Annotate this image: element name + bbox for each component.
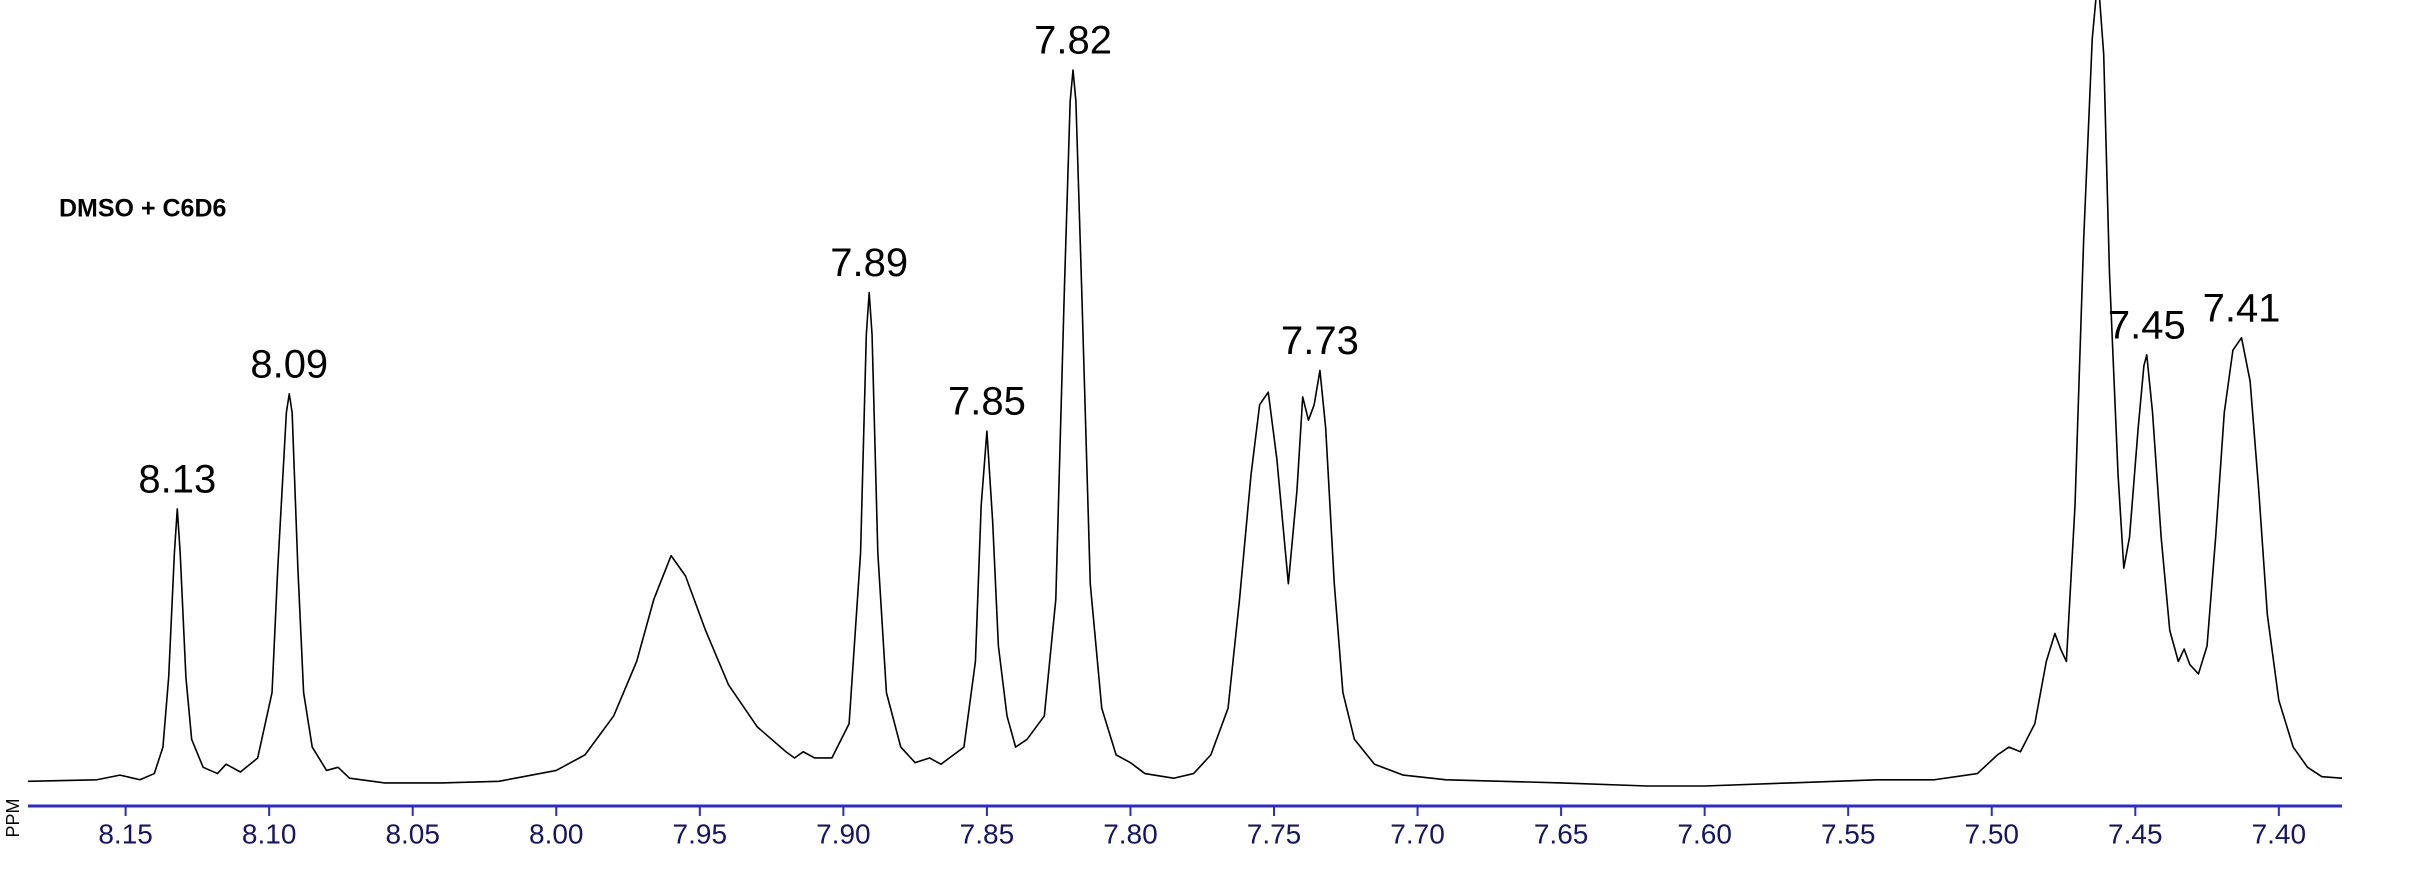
- peak-label: 7.89: [830, 241, 908, 285]
- x-tick-label: 7.95: [673, 818, 728, 849]
- peak-label: 8.09: [250, 342, 328, 386]
- peak-label: 7.45: [2108, 303, 2186, 347]
- x-tick-label: 7.50: [1964, 818, 2019, 849]
- x-tick-label: 8.00: [529, 818, 584, 849]
- x-tick-label: 7.70: [1390, 818, 1445, 849]
- x-tick-label: 8.15: [98, 818, 153, 849]
- peak-label: 7.82: [1034, 19, 1112, 63]
- x-tick-label: 7.55: [1821, 818, 1876, 849]
- x-tick-label: 8.10: [242, 818, 297, 849]
- peak-label: 7.73: [1281, 319, 1359, 363]
- peak-label: 7.41: [2203, 286, 2281, 330]
- peak-label: 7.85: [948, 380, 1026, 424]
- x-tick-label: 7.45: [2108, 818, 2163, 849]
- spectrum-group: [27, 0, 2343, 787]
- x-tick-label: 7.65: [1534, 818, 1589, 849]
- x-tick-label: 7.75: [1247, 818, 1302, 849]
- solvent-annotation: DMSO + C6D6: [59, 195, 226, 223]
- x-tick-label: 7.90: [816, 818, 871, 849]
- x-tick-label: 7.85: [960, 818, 1015, 849]
- x-axis-label: PPM: [3, 798, 23, 837]
- x-tick-label: 7.60: [1677, 818, 1732, 849]
- x-tick-label: 7.40: [2252, 818, 2307, 849]
- peak-label: 8.13: [138, 458, 216, 502]
- spectrum-line: [27, 0, 2343, 787]
- x-tick-label: 8.05: [385, 818, 440, 849]
- x-tick-label: 7.80: [1103, 818, 1158, 849]
